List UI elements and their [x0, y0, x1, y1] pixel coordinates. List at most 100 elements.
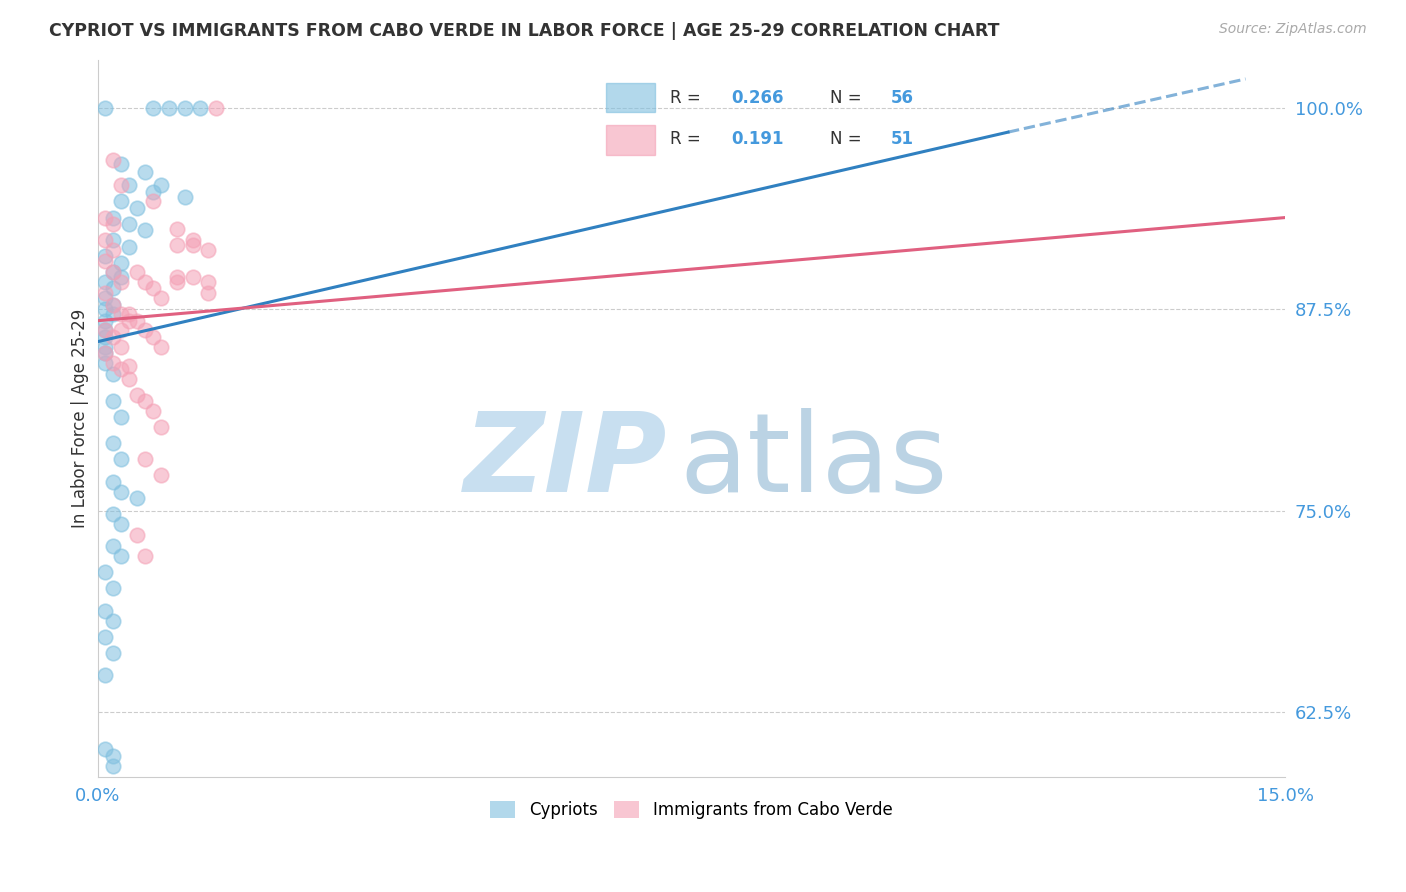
Point	[110, 362, 132, 376]
Point	[94, 286, 117, 301]
Point	[103, 582, 125, 596]
Point	[181, 270, 204, 285]
Point	[94, 346, 117, 360]
Point	[166, 275, 188, 289]
Point	[103, 367, 125, 381]
Point	[94, 211, 117, 225]
Point	[94, 275, 117, 289]
Text: ZIP: ZIP	[464, 408, 668, 515]
Point	[103, 475, 125, 489]
Point	[181, 238, 204, 252]
Point	[110, 275, 132, 289]
Point	[197, 243, 219, 257]
Point	[94, 742, 117, 756]
Point	[94, 565, 117, 579]
Point	[103, 394, 125, 409]
Point	[110, 484, 132, 499]
Point	[110, 323, 132, 337]
Point	[110, 178, 132, 193]
Point	[127, 528, 149, 542]
Point	[94, 254, 117, 268]
Point	[205, 101, 228, 115]
Point	[103, 297, 125, 311]
Point	[110, 270, 132, 285]
Point	[103, 243, 125, 257]
Point	[103, 211, 125, 225]
Point	[149, 468, 172, 483]
Point	[173, 189, 195, 203]
Text: Source: ZipAtlas.com: Source: ZipAtlas.com	[1219, 22, 1367, 37]
Point	[118, 239, 141, 253]
Point	[103, 614, 125, 628]
Point	[94, 249, 117, 263]
Point	[94, 302, 117, 317]
Point	[94, 314, 117, 328]
Point	[103, 540, 125, 554]
Point	[110, 194, 132, 209]
Point	[173, 101, 195, 115]
Point	[94, 291, 117, 305]
Point	[94, 668, 117, 682]
Point	[103, 748, 125, 763]
Point	[127, 314, 149, 328]
Point	[149, 291, 172, 305]
Point	[103, 217, 125, 231]
Point	[94, 101, 117, 115]
Point	[142, 194, 165, 209]
Point	[118, 359, 141, 373]
Point	[134, 275, 156, 289]
Point	[103, 233, 125, 247]
Point	[103, 330, 125, 344]
Point	[110, 255, 132, 269]
Point	[149, 420, 172, 434]
Point	[181, 233, 204, 247]
Point	[197, 275, 219, 289]
Point	[94, 323, 117, 337]
Point	[134, 165, 156, 179]
Point	[110, 410, 132, 425]
Point	[134, 452, 156, 467]
Point	[103, 307, 125, 321]
Point	[134, 323, 156, 337]
Point	[118, 178, 141, 193]
Point	[103, 281, 125, 295]
Point	[110, 339, 132, 353]
Point	[149, 339, 172, 353]
Y-axis label: In Labor Force | Age 25-29: In Labor Force | Age 25-29	[72, 309, 89, 528]
Point	[103, 265, 125, 279]
Point	[110, 307, 132, 321]
Point	[118, 372, 141, 386]
Point	[103, 507, 125, 521]
Point	[142, 281, 165, 295]
Point	[149, 178, 172, 193]
Point	[94, 323, 117, 337]
Point	[134, 394, 156, 409]
Text: CYPRIOT VS IMMIGRANTS FROM CABO VERDE IN LABOR FORCE | AGE 25-29 CORRELATION CHA: CYPRIOT VS IMMIGRANTS FROM CABO VERDE IN…	[49, 22, 1000, 40]
Point	[127, 491, 149, 505]
Point	[127, 201, 149, 215]
Point	[166, 222, 188, 236]
Point	[142, 185, 165, 199]
Point	[142, 330, 165, 344]
Point	[142, 404, 165, 418]
Point	[103, 356, 125, 370]
Point	[127, 265, 149, 279]
Point	[94, 233, 117, 247]
Point	[103, 297, 125, 311]
Point	[190, 101, 212, 115]
Point	[94, 630, 117, 644]
Legend: Cypriots, Immigrants from Cabo Verde: Cypriots, Immigrants from Cabo Verde	[484, 795, 898, 826]
Point	[110, 516, 132, 531]
Point	[134, 223, 156, 237]
Point	[103, 758, 125, 772]
Point	[142, 101, 165, 115]
Point	[94, 330, 117, 344]
Point	[110, 549, 132, 563]
Point	[118, 307, 141, 321]
Point	[166, 238, 188, 252]
Point	[110, 157, 132, 171]
Point	[103, 265, 125, 279]
Point	[103, 153, 125, 167]
Point	[197, 286, 219, 301]
Point	[166, 270, 188, 285]
